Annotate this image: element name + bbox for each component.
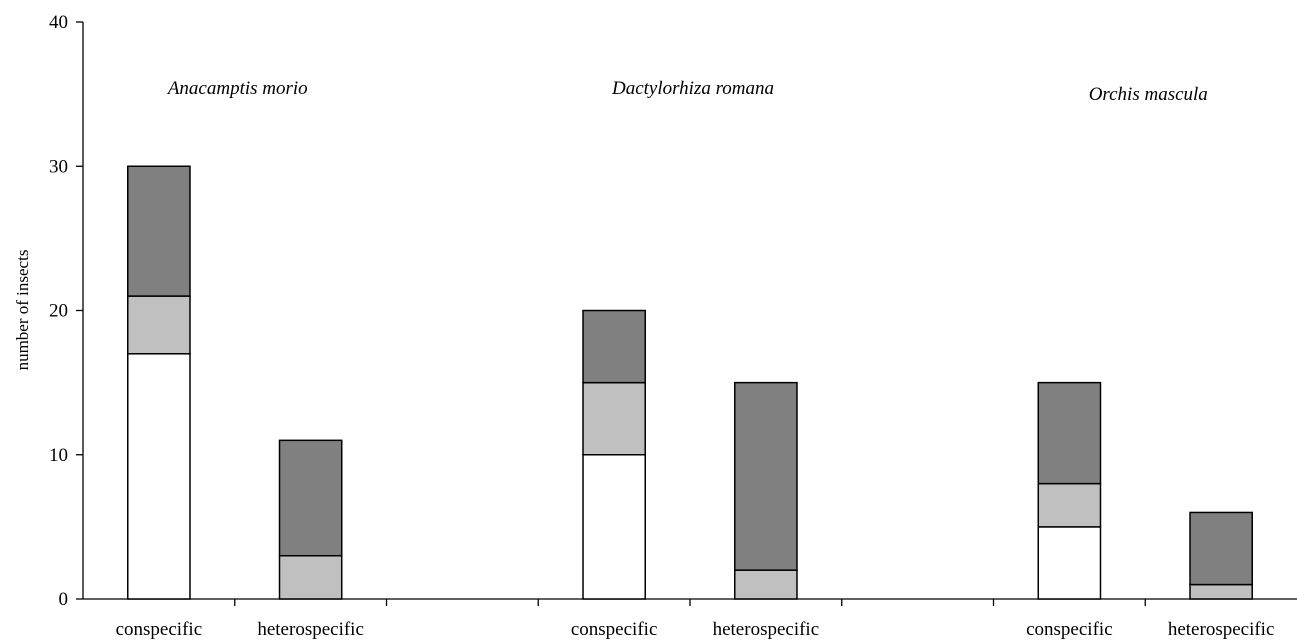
x-category-label: conspecific — [1026, 619, 1113, 640]
x-category-label: heterospecific — [1168, 619, 1275, 640]
y-tick-label: 0 — [59, 589, 69, 610]
bar-segment — [127, 353, 191, 600]
bar-segment — [582, 454, 646, 600]
bar-segment — [278, 554, 343, 600]
x-category-label: conspecific — [116, 619, 203, 640]
x-category-label: heterospecific — [713, 619, 820, 640]
bar-segment — [734, 381, 798, 571]
bar-segment — [127, 165, 191, 297]
x-category-label: heterospecific — [257, 619, 364, 640]
bars — [127, 165, 1253, 600]
x-axis — [83, 598, 1297, 606]
bar-segment — [1189, 583, 1253, 600]
group-title: Anacamptis morio — [166, 78, 308, 99]
y-axis-label: number of insects — [13, 250, 32, 371]
bar-segment — [1189, 511, 1253, 586]
y-tick-label: 40 — [49, 12, 68, 33]
bar-segment — [734, 569, 798, 600]
bar-segment — [1037, 381, 1102, 485]
bar-segment — [278, 439, 343, 557]
bar-segment — [1037, 526, 1102, 600]
bar-segment — [582, 309, 646, 384]
group-title: Dactylorhiza romana — [611, 78, 774, 99]
y-tick-label: 20 — [49, 301, 68, 322]
group-title: Orchis mascula — [1089, 84, 1208, 105]
y-axis: 0 10 20 30 40 — [49, 12, 84, 610]
bar-segment — [1037, 482, 1102, 528]
labels: conspecific heterospecific Anacamptis mori… — [116, 78, 1275, 640]
bar-segment — [582, 381, 646, 456]
y-tick-label: 10 — [49, 445, 68, 466]
x-category-label: conspecific — [571, 619, 658, 640]
bar-segment — [127, 295, 191, 355]
y-tick-label: 30 — [49, 156, 68, 177]
